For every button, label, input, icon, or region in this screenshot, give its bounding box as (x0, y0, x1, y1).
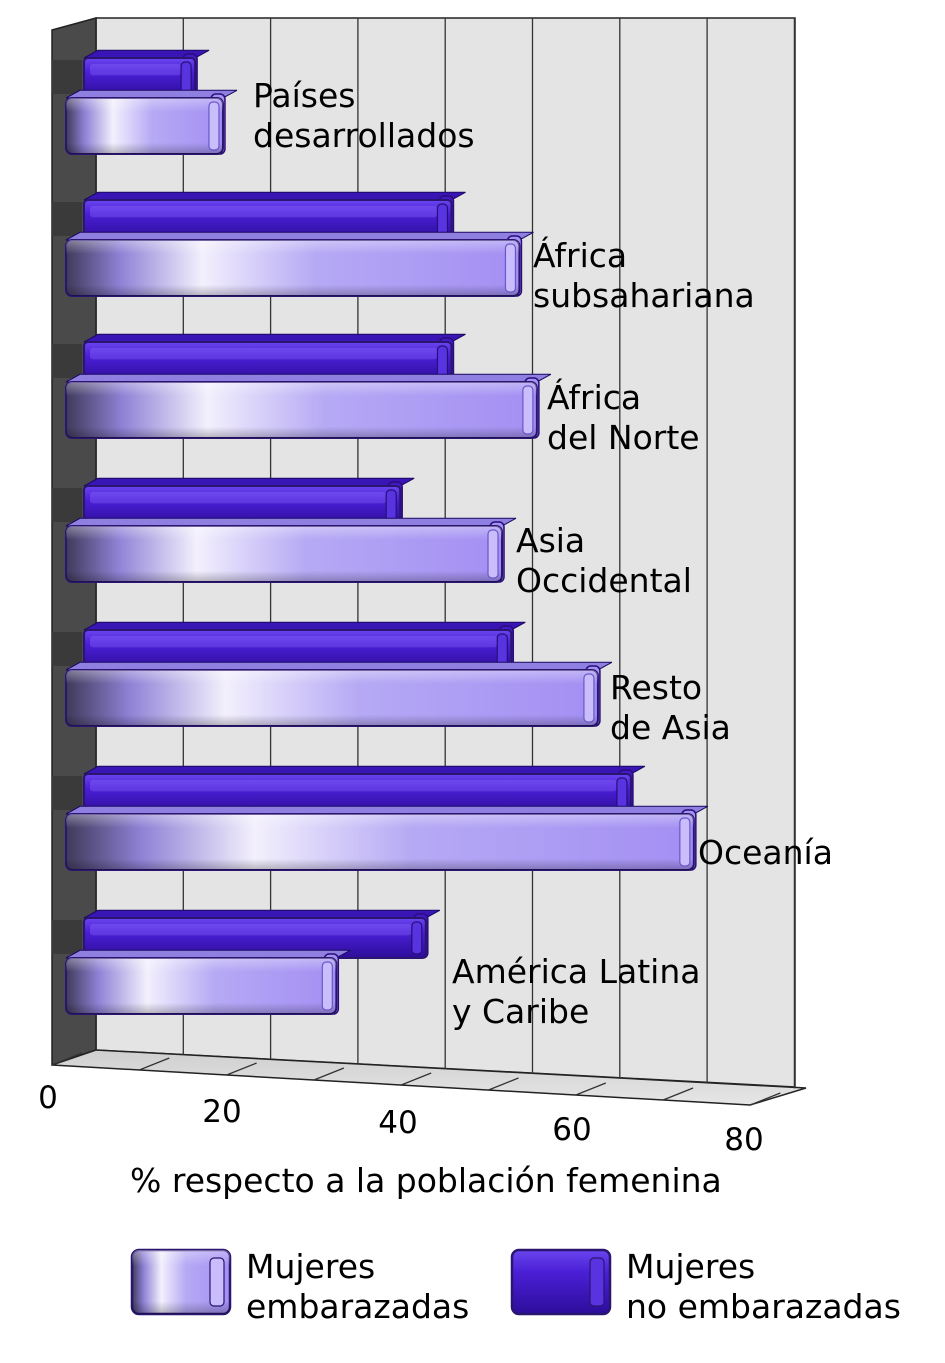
wall-shadow (52, 488, 82, 522)
bar-mujeres-no-embarazadas (83, 49, 210, 99)
tick-mark (400, 1072, 432, 1086)
tick-mark (662, 1087, 694, 1101)
floor (51, 1049, 807, 1106)
wall-shadow (52, 920, 82, 954)
bar-group (52, 477, 517, 583)
bar-mujeres-embarazadas (65, 231, 534, 297)
category-label: Oceanía (698, 833, 833, 872)
tick-mark (51, 1052, 83, 1066)
bar-group (52, 909, 441, 1015)
bar-group (52, 621, 613, 727)
tick-mark (226, 1062, 257, 1076)
bars (52, 49, 709, 1015)
tick-mark (313, 1067, 345, 1081)
bar-mujeres-no-embarazadas (83, 191, 466, 241)
x-axis-title: % respecto a la población femenina (130, 1161, 722, 1200)
category-label: África del Norte (547, 377, 700, 457)
tick-mark (488, 1077, 519, 1091)
bar-group (52, 49, 238, 155)
wall-shadow (52, 202, 82, 236)
bar-mujeres-embarazadas (65, 517, 517, 583)
wall-shadow (52, 776, 82, 810)
tick-label: 80 (724, 1122, 763, 1158)
category-label: Asia Occidental (516, 521, 692, 600)
category-label: África subsahariana (533, 235, 755, 315)
legend-item-mujeres-no-embarazadas: Mujeres no embarazadas (510, 1247, 901, 1326)
category-labels: Países desarrollados África subsahariana Áfr… (253, 76, 833, 1031)
bar-mujeres-embarazadas (65, 373, 552, 439)
category-label: América Latina y Caribe (452, 952, 700, 1031)
legend-swatch (510, 1248, 612, 1316)
bar-mujeres-no-embarazadas (83, 333, 466, 383)
bar-mujeres-no-embarazadas (83, 765, 646, 815)
wall-shadow (52, 344, 82, 378)
bar-group (52, 191, 534, 297)
category-label: Resto de Asia (610, 668, 731, 747)
bar-mujeres-embarazadas (65, 661, 613, 727)
tick-label: 40 (378, 1105, 417, 1141)
legend: Mujeres embarazadas Mujeres no embarazadas (130, 1247, 901, 1326)
tick-mark (139, 1057, 170, 1071)
tick-label: 20 (202, 1094, 241, 1130)
tick-label: 60 (552, 1112, 591, 1148)
category-label: Países desarrollados (253, 76, 475, 155)
legend-item-mujeres-embarazadas: Mujeres embarazadas (130, 1247, 469, 1326)
legend-label: Mujeres no embarazadas (626, 1247, 901, 1326)
bar-mujeres-embarazadas (65, 805, 709, 871)
x-axis-ticks: 0 20 40 60 80 (38, 1052, 781, 1158)
bar-mujeres-no-embarazadas (83, 477, 415, 527)
bar-group (52, 333, 552, 439)
tick-label: 0 (38, 1080, 58, 1116)
bar-group (52, 765, 709, 871)
wall-shadow (52, 632, 82, 666)
bar-mujeres-embarazadas (65, 949, 351, 1015)
bar-mujeres-no-embarazadas (83, 621, 526, 671)
tick-mark (575, 1082, 607, 1096)
tick-mark (750, 1092, 781, 1106)
legend-label: Mujeres embarazadas (246, 1247, 469, 1326)
wall-shadow (52, 60, 82, 94)
bar-mujeres-embarazadas (65, 89, 238, 155)
